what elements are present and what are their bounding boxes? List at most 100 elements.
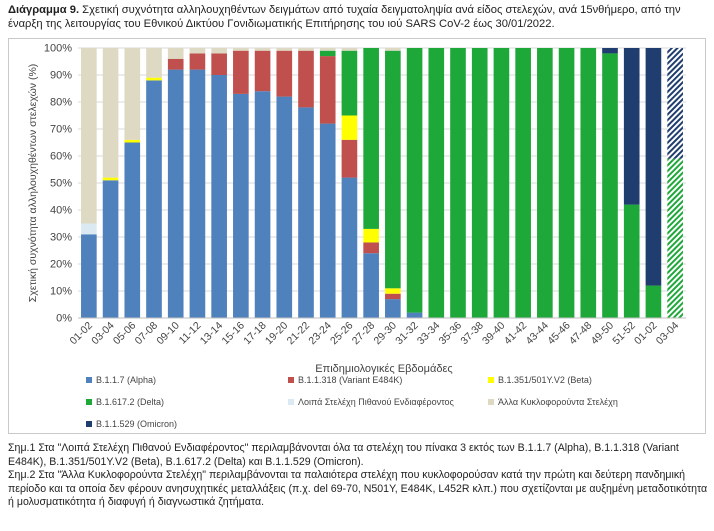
- x-tick-label: 17-18: [241, 320, 269, 348]
- bar-segment: [211, 48, 227, 54]
- x-tick-label: 21-22: [285, 320, 313, 348]
- legend-label: B.1.617.2 (Delta): [96, 397, 164, 407]
- bar-segment: [319, 56, 336, 124]
- bar-segment: [254, 48, 271, 51]
- x-tick-label: 41-42: [502, 320, 530, 348]
- x-tick-label: 45-46: [545, 320, 573, 348]
- bar-segment: [254, 91, 271, 318]
- x-tick-label: 25-26: [328, 320, 356, 348]
- bar-segment: [558, 48, 575, 318]
- x-tick-label: 23-24: [306, 320, 334, 348]
- legend-swatch: [86, 377, 92, 383]
- legend-swatch: [488, 377, 494, 383]
- bar-segment: [146, 77, 162, 81]
- legend-swatch: [488, 399, 494, 405]
- bar-segment: [124, 48, 141, 140]
- x-tick-label: 37-38: [458, 320, 486, 348]
- bar-segment: [341, 177, 358, 318]
- bar-segment: [363, 242, 379, 254]
- x-tick-label: 31-32: [393, 320, 421, 348]
- bar-segment: [211, 75, 227, 318]
- caption-text: Σχετική συχνότητα αλληλουχηθέντων δειγμά…: [8, 4, 681, 30]
- y-tick-label: 90%: [50, 70, 72, 82]
- y-tick-label: 40%: [50, 205, 72, 217]
- bar-segment: [81, 223, 97, 235]
- bar-segment: [645, 48, 662, 286]
- bar-segment: [450, 48, 466, 318]
- bar-segment: [385, 299, 401, 318]
- bar-segment: [102, 180, 119, 318]
- bar-segment: [211, 53, 227, 75]
- x-tick-label: 09-10: [154, 320, 182, 348]
- bar-segment: [319, 123, 336, 318]
- notes: Σημ.1 Στα "Λοιπά Στελέχη Πιθανού Ενδιαφέ…: [8, 442, 708, 510]
- y-tick-label: 80%: [50, 97, 72, 109]
- bar-segment: [515, 48, 531, 318]
- x-tick-label: 03-04: [89, 320, 117, 348]
- bar-segment: [276, 48, 293, 51]
- y-tick-label: 30%: [50, 232, 72, 244]
- bar-segment: [645, 285, 662, 318]
- y-tick-label: 0%: [56, 313, 72, 325]
- bar-segment: [124, 139, 141, 143]
- bar-segment: [189, 53, 206, 70]
- x-tick-label: 05-06: [111, 320, 139, 348]
- bar-segment: [319, 50, 336, 57]
- bar-segment: [81, 48, 97, 224]
- bar-segment: [167, 58, 184, 70]
- legend-swatch: [86, 421, 92, 427]
- x-axis: 01-0203-0405-0607-0809-1011-1213-1415-16…: [68, 317, 686, 348]
- x-tick-label: 29-30: [372, 320, 400, 348]
- bar-segment: [146, 80, 162, 319]
- bar-segment: [406, 48, 423, 313]
- x-tick-label: 49-50: [589, 320, 617, 348]
- y-tick-label: 70%: [50, 124, 72, 136]
- bar-segment: [428, 48, 445, 318]
- legend-label: Λοιπά Στελέχη Πιθανού Ενδιαφέροντος: [298, 397, 455, 407]
- bar-segment: [623, 48, 640, 205]
- y-axis: 0% 10% 20% 30% 40% 50% 60% 70% 80% 90% 100%: [44, 43, 72, 325]
- legend-label: B.1.1.529 (Omicron): [96, 419, 177, 429]
- x-tick-label: 07-08: [133, 320, 161, 348]
- bars: [81, 48, 683, 319]
- bar-segment: [667, 158, 683, 318]
- y-tick-label: 50%: [50, 178, 72, 190]
- legend-label: B.1.351/501Y.V2 (Beta): [498, 375, 592, 385]
- legend-swatch: [288, 377, 294, 383]
- bar-segment: [102, 48, 119, 178]
- bar-segment: [124, 142, 141, 318]
- bar-segment: [341, 48, 358, 51]
- stacked-bar-chart: 0%10%20%30%40%50%60%70%80%90%100% 01-020…: [27, 43, 686, 429]
- x-tick-label: 51-52: [610, 320, 638, 348]
- y-tick-label: 100%: [44, 43, 72, 55]
- bar-segment: [189, 48, 206, 54]
- y-axis-label: Σχετική συχνότητα αλληλουχηθέντων στελεχ…: [27, 64, 39, 303]
- bar-segment: [623, 204, 640, 318]
- bar-segment: [493, 48, 510, 318]
- bar-segment: [406, 312, 423, 318]
- bar-segment: [233, 93, 249, 319]
- bar-segment: [298, 50, 314, 108]
- caption-label: Διάγραμμα 9.: [8, 4, 80, 16]
- bar-segment: [385, 50, 401, 289]
- x-tick-label: 47-48: [567, 320, 595, 348]
- y-tick-label: 10%: [50, 286, 72, 298]
- x-tick-label: 39-40: [480, 320, 508, 348]
- bar-segment: [602, 53, 618, 319]
- bar-segment: [319, 48, 336, 51]
- y-tick-label: 60%: [50, 151, 72, 163]
- x-tick-label: 33-34: [415, 320, 443, 348]
- bar-segment: [363, 253, 379, 318]
- bar-segment: [233, 48, 249, 51]
- x-tick-label: 01-02: [632, 320, 660, 348]
- bar-segment: [363, 228, 379, 243]
- legend-swatch: [288, 399, 294, 405]
- bar-segment: [385, 293, 401, 300]
- bar-segment: [298, 107, 314, 319]
- bar-segment: [254, 50, 271, 92]
- bar-segment: [276, 50, 293, 97]
- x-tick-label: 35-36: [437, 320, 465, 348]
- note-2: Σημ.2 Στα "Άλλα Κυκλοφορούντα Στελέχη" π…: [8, 469, 708, 509]
- bar-segment: [471, 48, 488, 318]
- x-tick-label: 15-16: [220, 320, 248, 348]
